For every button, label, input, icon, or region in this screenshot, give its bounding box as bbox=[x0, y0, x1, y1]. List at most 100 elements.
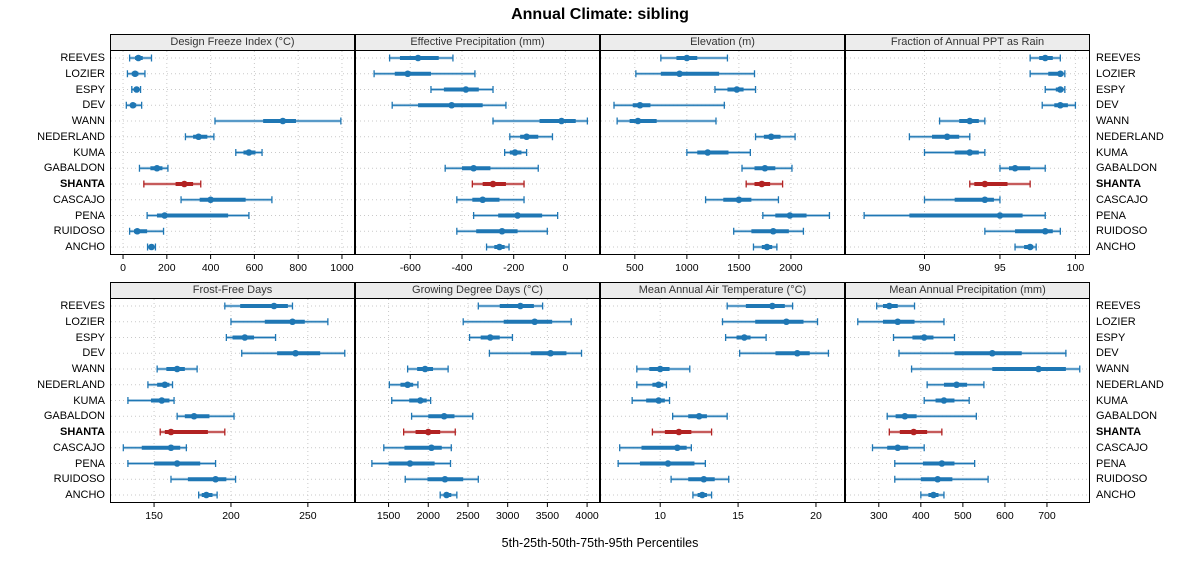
median-dot-nederland bbox=[195, 133, 202, 141]
station-label-espy: ESPY bbox=[1096, 331, 1126, 344]
median-dot-pena bbox=[406, 460, 414, 467]
station-label-wann: WANN bbox=[1096, 363, 1130, 375]
tick-label: 15 bbox=[732, 510, 744, 522]
median-dot-shanta bbox=[758, 180, 766, 188]
median-dot-gabaldon bbox=[901, 412, 909, 420]
tick-label: 20 bbox=[810, 510, 822, 522]
median-dot-gabaldon bbox=[440, 412, 448, 420]
median-dot-ancho bbox=[1026, 243, 1034, 251]
panel-row-1: REEVES LOZIER ESPY DEV WANN NEDERLAND KUMA GABA… bbox=[0, 34, 1200, 280]
median-dot-lozier bbox=[404, 70, 412, 78]
station-label-gabaldon: GABALDON bbox=[1096, 410, 1158, 423]
station-label-wann: WANN bbox=[1096, 115, 1130, 127]
median-dot-espy bbox=[1057, 86, 1064, 93]
median-dot-espy bbox=[133, 86, 140, 93]
median-dot-nederland bbox=[523, 133, 530, 141]
median-dot-reeves bbox=[1041, 54, 1049, 62]
median-dot-ruidoso bbox=[934, 475, 941, 483]
median-dot-nederland bbox=[953, 381, 960, 389]
station-label-ancho: ANCHO bbox=[65, 489, 105, 501]
station-label-reeves: REEVES bbox=[60, 300, 105, 312]
median-dot-lozier bbox=[783, 318, 790, 326]
median-dot-cascajo bbox=[674, 444, 681, 452]
panel: Fraction of Annual PPT as Rain 90 95 100 bbox=[845, 34, 1090, 280]
median-dot-kuma bbox=[940, 397, 948, 404]
median-dot-nederland bbox=[943, 133, 951, 141]
median-dot-dev bbox=[636, 101, 644, 109]
station-label-gabaldon: GABALDON bbox=[1096, 162, 1158, 175]
tick-label: 2000 bbox=[779, 262, 803, 274]
plot-area bbox=[110, 51, 355, 255]
median-dot-lozier bbox=[289, 318, 296, 326]
station-label-shanta: SHANTA bbox=[59, 178, 105, 190]
median-dot-ancho bbox=[763, 243, 771, 251]
station-label-ruidoso: RUIDOSO bbox=[1096, 473, 1148, 486]
station-label-wann: WANN bbox=[71, 115, 105, 127]
median-dot-espy bbox=[462, 86, 470, 93]
median-dot-gabaldon bbox=[1011, 164, 1019, 172]
median-dot-cascajo bbox=[207, 196, 214, 204]
median-dot-pena bbox=[161, 212, 168, 219]
station-label-lozier: LOZIER bbox=[1096, 67, 1136, 80]
station-label-pena: PENA bbox=[75, 457, 105, 470]
panel-strip-title: Mean Annual Precipitation (mm) bbox=[845, 282, 1090, 299]
median-dot-lozier bbox=[131, 70, 139, 78]
plot-area bbox=[355, 299, 600, 503]
median-dot-pena bbox=[938, 460, 946, 467]
station-label-ruidoso: RUIDOSO bbox=[53, 473, 105, 486]
median-dot-dev bbox=[547, 349, 554, 357]
station-label-pena: PENA bbox=[1096, 457, 1126, 470]
median-dot-shanta bbox=[910, 428, 917, 436]
median-dot-pena bbox=[996, 212, 1004, 219]
panel-strip-title: Frost-Free Days bbox=[110, 282, 355, 299]
station-label-espy: ESPY bbox=[75, 83, 105, 96]
median-dot-espy bbox=[741, 334, 748, 341]
plot-area bbox=[355, 51, 600, 255]
tick-label: 0 bbox=[562, 262, 568, 274]
tick-label: 700 bbox=[1038, 510, 1056, 522]
tick-label: 300 bbox=[870, 510, 888, 522]
tick-label: 400 bbox=[202, 262, 220, 274]
median-dot-kuma bbox=[511, 149, 519, 156]
tick-label: 3000 bbox=[496, 510, 520, 522]
median-dot-gabaldon bbox=[761, 164, 769, 172]
median-dot-espy bbox=[733, 86, 741, 93]
tick-label: 10 bbox=[654, 510, 666, 522]
tick-label: 500 bbox=[954, 510, 972, 522]
panel-strip-title: Elevation (m) bbox=[600, 34, 845, 51]
median-dot-gabaldon bbox=[470, 164, 477, 172]
station-label-ruidoso: RUIDOSO bbox=[1096, 225, 1148, 238]
median-dot-espy bbox=[486, 334, 494, 341]
panel-strip-title: Design Freeze Index (°C) bbox=[110, 34, 355, 51]
station-label-ancho: ANCHO bbox=[1096, 489, 1136, 501]
tick-label: 800 bbox=[289, 262, 307, 274]
station-label-dev: DEV bbox=[82, 347, 105, 360]
median-dot-shanta bbox=[675, 428, 683, 436]
tick-label: -400 bbox=[451, 262, 472, 274]
median-dot-reeves bbox=[270, 302, 278, 310]
median-dot-ruidoso bbox=[1041, 227, 1049, 235]
percentiles-caption: 5th-25th-50th-75th-95th Percentiles bbox=[501, 536, 699, 550]
median-dot-wann bbox=[656, 365, 664, 373]
tick-label: 3500 bbox=[536, 510, 560, 522]
x-axis: 0 200 400 600 800 1000 bbox=[110, 255, 355, 280]
station-label-gabaldon: GABALDON bbox=[43, 410, 105, 423]
median-dot-reeves bbox=[886, 302, 893, 310]
tick-label: 2000 bbox=[417, 510, 441, 522]
median-dot-wann bbox=[558, 117, 565, 125]
median-dot-cascajo bbox=[981, 196, 989, 204]
tick-label: 500 bbox=[626, 262, 644, 274]
median-dot-reeves bbox=[135, 54, 142, 62]
median-dot-shanta bbox=[167, 428, 175, 436]
tick-label: 2500 bbox=[456, 510, 480, 522]
panel-strip-title: Effective Precipitation (mm) bbox=[355, 34, 600, 51]
median-dot-shanta bbox=[424, 428, 432, 436]
station-labels-right: REEVES LOZIER ESPY DEV WANN NEDERLAND KUMA GABA… bbox=[1090, 34, 1200, 256]
panel: Frost-Free Days 150 200 250 bbox=[110, 282, 355, 528]
panel: Elevation (m) 500 1000 1500 2000 bbox=[600, 34, 845, 280]
station-label-espy: ESPY bbox=[1096, 83, 1126, 96]
plot-area bbox=[600, 299, 845, 503]
panel-grid: REEVES LOZIER ESPY DEV WANN NEDERLAND KUMA GABA… bbox=[0, 34, 1200, 528]
x-axis: -600 -400 -200 0 bbox=[355, 255, 600, 280]
